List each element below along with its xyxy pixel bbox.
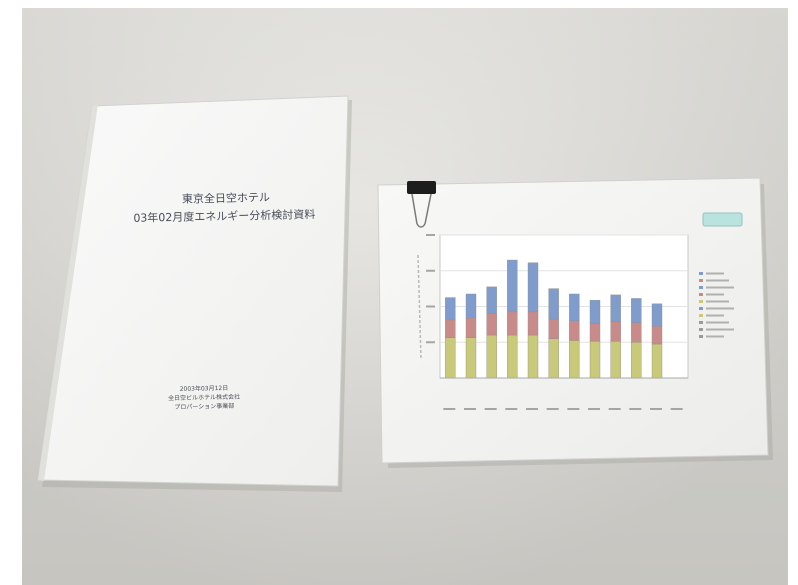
booklet-date: 2003年03月12日 — [180, 384, 229, 393]
bar-segment — [465, 337, 477, 379]
bar-segment — [548, 318, 559, 339]
legend-label — [706, 307, 734, 310]
bar-segment — [465, 317, 477, 338]
chart-legend — [699, 272, 734, 338]
bar-segment — [631, 342, 642, 379]
booklet-department: プロパーション事業部 — [174, 402, 234, 411]
bar-segment — [465, 293, 477, 319]
legend-label — [706, 293, 724, 296]
x-tick-label — [464, 408, 476, 410]
x-tick-label — [670, 408, 683, 410]
chart-bars — [445, 259, 663, 379]
x-tick-label — [443, 408, 456, 410]
bar-segment — [445, 297, 456, 321]
bar-segment — [610, 321, 621, 342]
bar-segment — [569, 320, 580, 341]
x-tick-label — [608, 408, 621, 410]
bar-segment — [548, 338, 559, 379]
bar-segment — [651, 325, 663, 345]
x-tick-label — [629, 408, 642, 410]
image-border-left — [0, 0, 22, 585]
legend-swatch — [699, 314, 703, 317]
x-tick-label — [546, 408, 559, 410]
legend-swatch — [699, 335, 703, 338]
bar-segment — [631, 298, 642, 323]
bar-segment — [527, 262, 539, 313]
y-tick-label — [426, 234, 435, 236]
legend-swatch — [699, 272, 703, 275]
bar-segment — [527, 311, 539, 336]
chart-y-ticks — [426, 234, 435, 344]
booklet-title-line2: 03年02月度エネルギー分析検討資料 — [133, 207, 315, 225]
bar-segment — [631, 322, 642, 343]
x-tick-label — [484, 408, 497, 410]
legend-label — [706, 272, 724, 275]
legend-swatch — [699, 321, 703, 324]
bar-segment — [610, 294, 621, 322]
legend-swatch — [699, 286, 703, 289]
bar-segment — [486, 313, 497, 336]
bar-segment — [445, 319, 456, 338]
y-tick-label — [426, 341, 435, 344]
x-tick-label — [526, 408, 538, 410]
bar-segment — [569, 293, 580, 321]
bar-segment — [486, 334, 497, 379]
bar-segment — [507, 259, 518, 313]
legend-swatch — [699, 293, 703, 296]
legend-label — [706, 335, 724, 338]
booklet-company: 全日空ビルホテル株式会社 — [168, 393, 240, 403]
booklet-title-line1: 東京全日空ホテル — [182, 190, 270, 206]
bar-segment — [507, 311, 518, 336]
x-tick-label — [567, 408, 580, 410]
chart-gridlines — [440, 234, 688, 343]
booklet-cover — [37, 95, 349, 487]
bar-segment — [589, 341, 601, 379]
booklet-text: 東京全日空ホテル 03年02月度エネルギー分析検討資料 2003年03月12日 … — [133, 190, 315, 411]
bar-segment — [651, 303, 663, 327]
image-border-top — [0, 0, 798, 8]
bar-segment — [589, 300, 601, 324]
chart-y-caption-strip — [417, 254, 422, 361]
legend-label — [706, 286, 734, 289]
bar-segment — [569, 340, 580, 379]
bar-segment — [610, 341, 621, 379]
x-tick-label — [650, 408, 662, 410]
bar-segment — [445, 337, 456, 379]
bar-segment — [651, 343, 663, 379]
y-tick-label — [426, 269, 435, 272]
chart-x-ticks — [443, 408, 683, 410]
bar-segment — [507, 334, 518, 379]
legend-label — [706, 328, 734, 331]
binder-clip-icon — [407, 181, 436, 228]
legend-label — [706, 300, 729, 303]
x-tick-label — [505, 408, 518, 410]
bar-segment — [589, 323, 601, 342]
legend-swatch — [699, 328, 703, 331]
bar-segment — [486, 286, 497, 314]
legend-swatch — [699, 307, 703, 310]
legend-swatch — [699, 300, 703, 303]
bar-segment — [548, 288, 559, 320]
chart — [417, 234, 734, 410]
x-tick-label — [588, 408, 600, 410]
bar-segment — [527, 334, 539, 379]
legend-label — [706, 321, 729, 324]
legend-label — [706, 279, 729, 282]
image-border-right — [788, 0, 798, 585]
legend-label — [706, 314, 724, 317]
y-tick-label — [426, 305, 435, 308]
legend-swatch — [699, 279, 703, 282]
chart-badge — [702, 212, 743, 227]
